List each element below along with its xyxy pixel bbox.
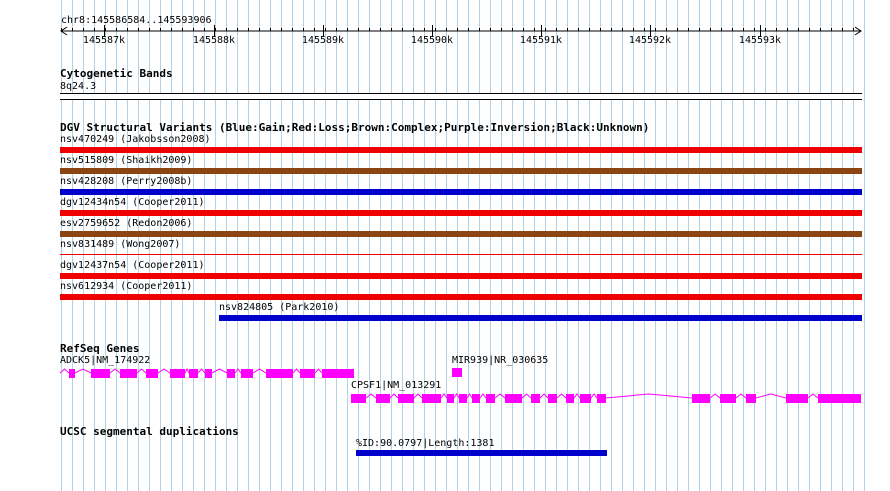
variant-bar-complex[interactable] bbox=[60, 231, 862, 237]
gene-exon bbox=[452, 368, 462, 377]
cytoband-label: 8q24.3 bbox=[60, 81, 97, 92]
variant-label: nsv470249 (Jakobsson2008) bbox=[60, 134, 211, 145]
ruler-tick-label: 145592k bbox=[628, 35, 672, 46]
gene-exon bbox=[459, 394, 467, 403]
gene-exon bbox=[120, 369, 137, 378]
ruler-axis bbox=[60, 25, 862, 37]
gene-exon bbox=[486, 394, 495, 403]
ruler-right-arrow-icon bbox=[854, 26, 862, 36]
cytoband-track-title: Cytogenetic Bands bbox=[60, 67, 173, 80]
variant-bar-loss[interactable] bbox=[60, 294, 862, 300]
variant-label: nsv831489 (Wong2007) bbox=[60, 239, 181, 250]
gene-exon bbox=[548, 394, 557, 403]
variant-label: dgv12437n54 (Cooper2011) bbox=[60, 260, 205, 271]
variant-label: esv2759652 (Redon2006) bbox=[60, 218, 193, 229]
gene-exon bbox=[322, 369, 354, 378]
gene-exon bbox=[422, 394, 441, 403]
variant-label: nsv515809 (Shaikh2009) bbox=[60, 155, 193, 166]
gene-exon bbox=[266, 369, 293, 378]
gene-exon bbox=[351, 394, 366, 403]
gene-model-mir939[interactable] bbox=[452, 368, 462, 377]
gene-exon bbox=[720, 394, 736, 403]
segdup-track-title: UCSC segmental duplications bbox=[60, 425, 239, 438]
gene-exon bbox=[69, 369, 75, 378]
gene-exon bbox=[447, 394, 454, 403]
ruler-tick-marks bbox=[61, 25, 854, 37]
gene-exon bbox=[531, 394, 540, 403]
gene-exon bbox=[746, 394, 756, 403]
ruler-tick-label: 145591k bbox=[519, 35, 563, 46]
variant-bar-loss[interactable] bbox=[60, 210, 862, 216]
gene-label: MIR939|NR_030635 bbox=[452, 355, 549, 366]
gene-exon bbox=[205, 369, 212, 378]
variant-bar-loss[interactable] bbox=[60, 254, 862, 255]
gene-exon bbox=[398, 394, 414, 403]
segdup-label: %ID:90.0797|Length:1381 bbox=[356, 438, 495, 449]
gene-model-adck5[interactable] bbox=[59, 367, 354, 378]
variant-label: nsv612934 (Cooper2011) bbox=[60, 281, 193, 292]
ruler-tick-label: 145588k bbox=[192, 35, 236, 46]
variant-bar-loss[interactable] bbox=[60, 147, 862, 153]
gene-exon bbox=[472, 394, 480, 403]
variant-label: nsv428208 (Perry2008b) bbox=[60, 176, 193, 187]
variant-bar-loss[interactable] bbox=[60, 273, 862, 279]
variant-label: dgv12434n54 (Cooper2011) bbox=[60, 197, 205, 208]
ruler-tick-label: 145589k bbox=[301, 35, 345, 46]
gene-exon bbox=[566, 394, 574, 403]
gene-exon bbox=[818, 394, 861, 403]
ruler-tick-label: 145590k bbox=[410, 35, 454, 46]
gene-label: CPSF1|NM_013291 bbox=[351, 380, 442, 391]
gene-exon bbox=[376, 394, 390, 403]
variant-label: nsv824805 (Park2010) bbox=[219, 302, 340, 313]
gene-model-cpsf1[interactable] bbox=[351, 393, 861, 403]
variant-bar-gain[interactable] bbox=[60, 189, 862, 195]
cytoband-bar[interactable] bbox=[60, 93, 862, 100]
refseq-track-title: RefSeq Genes bbox=[60, 342, 140, 355]
gene-exon bbox=[170, 369, 185, 378]
gene-exon bbox=[505, 394, 522, 403]
gene-label: ADCK5|NM_174922 bbox=[60, 355, 151, 366]
gene-exon bbox=[189, 369, 198, 378]
ruler-tick-label: 145593k bbox=[738, 35, 782, 46]
variant-bar-gain[interactable] bbox=[219, 315, 862, 321]
gene-exon bbox=[597, 394, 606, 403]
gene-exon bbox=[692, 394, 710, 403]
dgv-track-title: DGV Structural Variants (Blue:Gain;Red:L… bbox=[60, 121, 650, 134]
gene-exon bbox=[241, 369, 253, 378]
gene-exon bbox=[227, 369, 235, 378]
gene-exon bbox=[91, 369, 110, 378]
segdup-bar[interactable] bbox=[356, 450, 607, 456]
variant-bar-complex[interactable] bbox=[60, 168, 862, 174]
gene-exon bbox=[146, 369, 158, 378]
ruler-position-label: chr8:145586584..145593906 bbox=[61, 15, 212, 26]
ruler-tick-label: 145587k bbox=[82, 35, 126, 46]
gene-exon bbox=[786, 394, 808, 403]
gene-exon bbox=[580, 394, 591, 403]
gene-exon bbox=[300, 369, 315, 378]
